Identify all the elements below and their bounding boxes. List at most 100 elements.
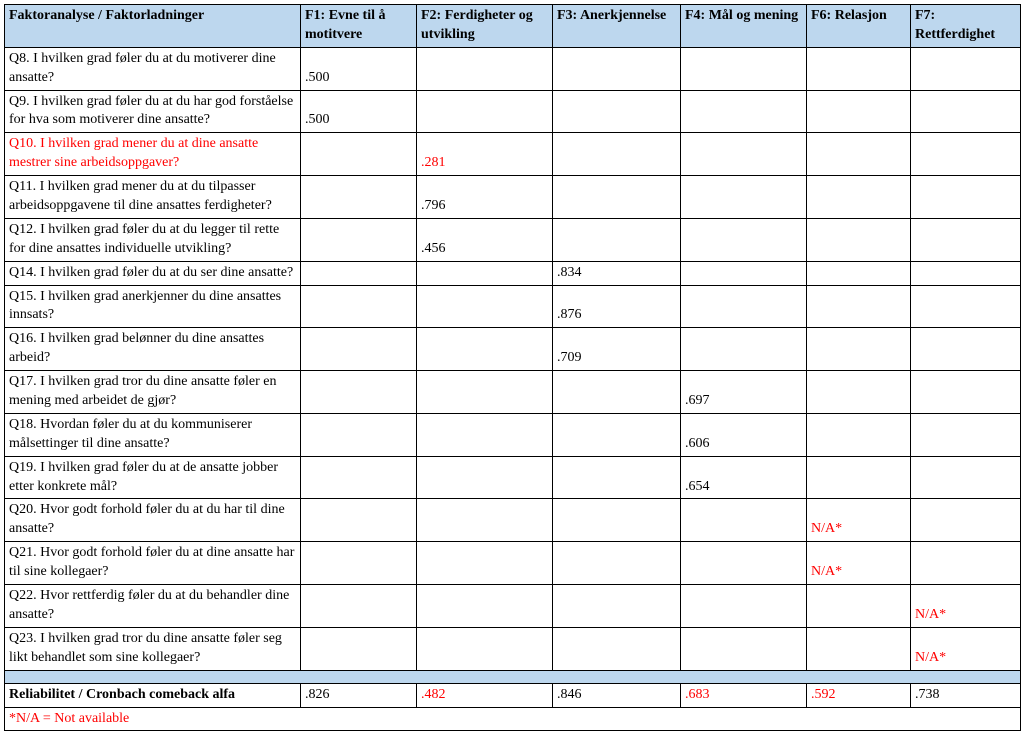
- separator-cell: [5, 670, 1021, 683]
- table-row: Q17. I hvilken grad tror du dine ansatte…: [5, 371, 1021, 414]
- loading-cell: [807, 413, 911, 456]
- loading-cell: [911, 90, 1021, 133]
- question-label: Q8. I hvilken grad føler du at du motive…: [5, 47, 301, 90]
- table-row: Q11. I hvilken grad mener du at du tilpa…: [5, 176, 1021, 219]
- loading-cell: .709: [553, 328, 681, 371]
- loading-cell: [911, 261, 1021, 285]
- loading-cell: [553, 371, 681, 414]
- loading-cell: [911, 371, 1021, 414]
- loading-cell: [807, 285, 911, 328]
- loading-cell: [553, 90, 681, 133]
- loading-cell: [807, 456, 911, 499]
- loading-cell: [417, 585, 553, 628]
- loading-cell: [911, 133, 1021, 176]
- loading-cell: [553, 585, 681, 628]
- table-row: Q19. I hvilken grad føler du at de ansat…: [5, 456, 1021, 499]
- loading-cell: [417, 285, 553, 328]
- question-label: Q15. I hvilken grad anerkjenner du dine …: [5, 285, 301, 328]
- reliability-row: Reliabilitet / Cronbach comeback alfa.82…: [5, 683, 1021, 707]
- loading-cell: .697: [681, 371, 807, 414]
- loading-cell: [911, 218, 1021, 261]
- loading-cell: [807, 90, 911, 133]
- loading-cell: .456: [417, 218, 553, 261]
- col-header-1: F1: Evne til å motitvere: [301, 5, 417, 48]
- loading-cell: [417, 627, 553, 670]
- loading-cell: [681, 90, 807, 133]
- reliability-value: .482: [417, 683, 553, 707]
- loading-cell: .281: [417, 133, 553, 176]
- question-label: Q12. I hvilken grad føler du at du legge…: [5, 218, 301, 261]
- loading-cell: [417, 47, 553, 90]
- table-header-row: Faktoranalyse / Faktorladninger F1: Evne…: [5, 5, 1021, 48]
- loading-cell: N/A*: [911, 627, 1021, 670]
- loading-cell: [417, 261, 553, 285]
- separator-row: [5, 670, 1021, 683]
- table-row: Q16. I hvilken grad belønner du dine ans…: [5, 328, 1021, 371]
- col-header-2: F2: Ferdigheter og utvikling: [417, 5, 553, 48]
- table-row: Q9. I hvilken grad føler du at du har go…: [5, 90, 1021, 133]
- loading-cell: [301, 176, 417, 219]
- reliability-value: .826: [301, 683, 417, 707]
- loading-cell: [301, 371, 417, 414]
- loading-cell: [553, 218, 681, 261]
- col-header-0: Faktoranalyse / Faktorladninger: [5, 5, 301, 48]
- loading-cell: .876: [553, 285, 681, 328]
- loading-cell: [417, 371, 553, 414]
- loading-cell: [911, 413, 1021, 456]
- loading-cell: [911, 499, 1021, 542]
- reliability-value: .592: [807, 683, 911, 707]
- col-header-4: F4: Mål og mening: [681, 5, 807, 48]
- loading-cell: [553, 627, 681, 670]
- loading-cell: [301, 285, 417, 328]
- loading-cell: [681, 285, 807, 328]
- loading-cell: [807, 328, 911, 371]
- question-label: Q14. I hvilken grad føler du at du ser d…: [5, 261, 301, 285]
- loading-cell: [417, 90, 553, 133]
- loading-cell: N/A*: [911, 585, 1021, 628]
- loading-cell: [553, 133, 681, 176]
- loading-cell: [911, 47, 1021, 90]
- loading-cell: .834: [553, 261, 681, 285]
- loading-cell: [301, 133, 417, 176]
- loading-cell: [301, 218, 417, 261]
- question-label: Q19. I hvilken grad føler du at de ansat…: [5, 456, 301, 499]
- loading-cell: [681, 328, 807, 371]
- loading-cell: [807, 371, 911, 414]
- loading-cell: [807, 133, 911, 176]
- loading-cell: .500: [301, 90, 417, 133]
- factor-loadings-table: Faktoranalyse / Faktorladninger F1: Evne…: [4, 4, 1021, 731]
- loading-cell: [681, 218, 807, 261]
- loading-cell: [417, 456, 553, 499]
- loading-cell: [301, 413, 417, 456]
- loading-cell: [807, 218, 911, 261]
- question-label: Q18. Hvordan føler du at du kommuniserer…: [5, 413, 301, 456]
- loading-cell: [553, 499, 681, 542]
- loading-cell: [807, 585, 911, 628]
- loading-cell: [553, 456, 681, 499]
- table-row: Q15. I hvilken grad anerkjenner du dine …: [5, 285, 1021, 328]
- loading-cell: [301, 261, 417, 285]
- loading-cell: [681, 542, 807, 585]
- loading-cell: [911, 542, 1021, 585]
- loading-cell: [681, 261, 807, 285]
- loading-cell: [553, 47, 681, 90]
- question-label: Q9. I hvilken grad føler du at du har go…: [5, 90, 301, 133]
- loading-cell: [681, 627, 807, 670]
- loading-cell: [301, 328, 417, 371]
- loading-cell: [911, 285, 1021, 328]
- question-label: Q17. I hvilken grad tror du dine ansatte…: [5, 371, 301, 414]
- reliability-value: .738: [911, 683, 1021, 707]
- question-label: Q11. I hvilken grad mener du at du tilpa…: [5, 176, 301, 219]
- loading-cell: [301, 585, 417, 628]
- loading-cell: [911, 328, 1021, 371]
- question-label: Q23. I hvilken grad tror du dine ansatte…: [5, 627, 301, 670]
- loading-cell: [681, 133, 807, 176]
- loading-cell: .796: [417, 176, 553, 219]
- table-row: Q18. Hvordan føler du at du kommuniserer…: [5, 413, 1021, 456]
- loading-cell: N/A*: [807, 542, 911, 585]
- table-row: Q14. I hvilken grad føler du at du ser d…: [5, 261, 1021, 285]
- table-row: Q20. Hvor godt forhold føler du at du ha…: [5, 499, 1021, 542]
- question-label: Q22. Hvor rettferdig føler du at du beha…: [5, 585, 301, 628]
- loading-cell: [807, 261, 911, 285]
- reliability-value: .846: [553, 683, 681, 707]
